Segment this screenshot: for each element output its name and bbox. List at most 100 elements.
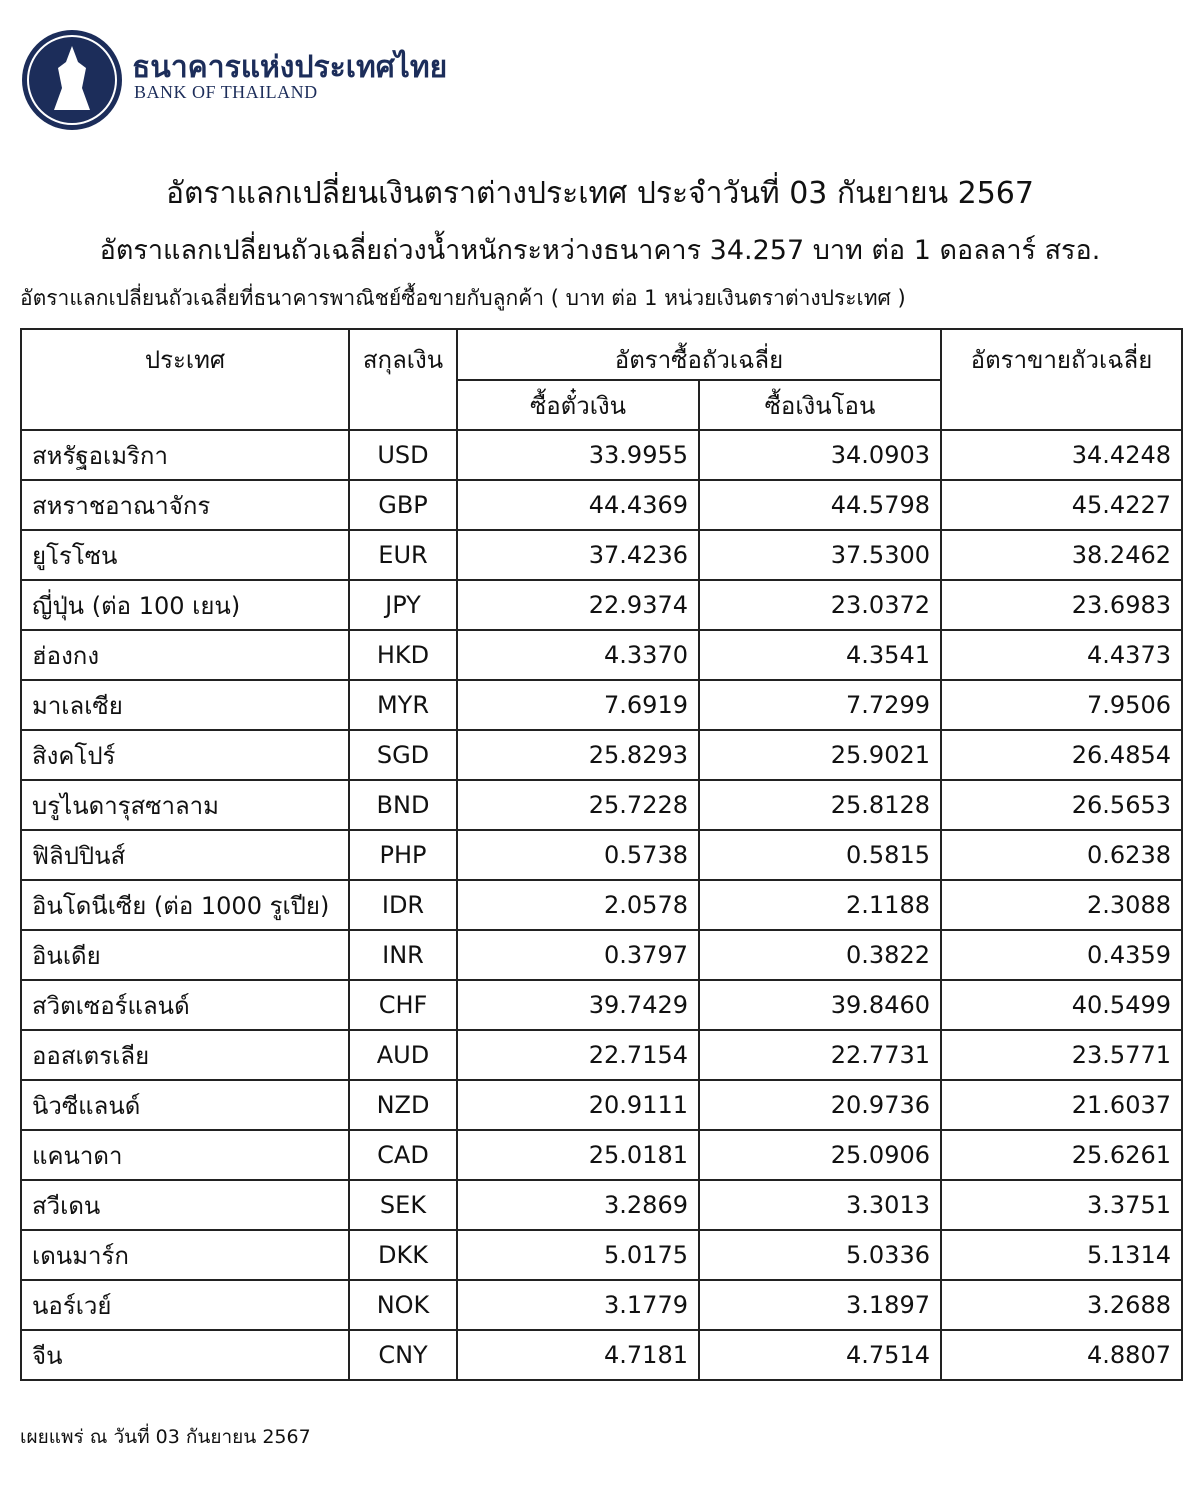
rate-cell: 5.1314 [940, 1229, 1183, 1281]
table-row: สหรัฐอเมริกา USD 33.9955 34.0903 34.4248 [20, 429, 1183, 481]
table-row: ฮ่องกง HKD 4.3370 4.3541 4.4373 [20, 629, 1183, 681]
table-row: แคนาดา CAD 25.0181 25.0906 25.6261 [20, 1129, 1183, 1181]
table-row: อินโดนีเซีย (ต่อ 1000 รูเปีย) IDR 2.0578 2.… [20, 879, 1183, 931]
header-cell: สกุลเงิน [348, 328, 458, 431]
rate-cell: 7.6919 [456, 679, 700, 731]
rate-cell: 2.0578 [456, 879, 700, 931]
rate-cell: 22.7154 [456, 1029, 700, 1081]
table-row: ออสเตรเลีย AUD 22.7154 22.7731 23.5771 [20, 1029, 1183, 1081]
org-name-th: ธนาคารแห่งประเทศไทย [132, 50, 448, 85]
rate-cell: 0.3797 [456, 929, 700, 981]
table-row: มาเลเซีย MYR 7.6919 7.7299 7.9506 [20, 679, 1183, 731]
currency-cell: SGD [348, 729, 458, 781]
rate-cell: 22.7731 [698, 1029, 942, 1081]
table-row: สิงคโปร์ SGD 25.8293 25.9021 26.4854 [20, 729, 1183, 781]
header-cell: ซื้อตั๋วเงิน [456, 379, 700, 431]
table-row: จีน CNY 4.7181 4.7514 4.8807 [20, 1329, 1183, 1381]
rate-cell: 3.2688 [940, 1279, 1183, 1331]
rates-table: ประเทศ สกุลเงิน อัตราซื้อถัวเฉลี่ย อัตรา… [20, 328, 1183, 1381]
rate-cell: 33.9955 [456, 429, 700, 481]
rate-cell: 25.8293 [456, 729, 700, 781]
rate-cell: 44.5798 [698, 479, 942, 531]
rate-cell: 26.4854 [940, 729, 1183, 781]
country-cell: สิงคโปร์ [20, 729, 350, 781]
currency-cell: MYR [348, 679, 458, 731]
rate-cell: 40.5499 [940, 979, 1183, 1031]
rate-cell: 25.8128 [698, 779, 942, 831]
rate-cell: 20.9111 [456, 1079, 700, 1131]
table-row: นิวซีแลนด์ NZD 20.9111 20.9736 21.6037 [20, 1079, 1183, 1131]
table-row: สวิตเซอร์แลนด์ CHF 39.7429 39.8460 40.5499 [20, 979, 1183, 1031]
rate-cell: 4.8807 [940, 1329, 1183, 1381]
country-cell: สวิตเซอร์แลนด์ [20, 979, 350, 1031]
rate-cell: 21.6037 [940, 1079, 1183, 1131]
rate-cell: 25.6261 [940, 1129, 1183, 1181]
currency-cell: SEK [348, 1179, 458, 1231]
table-row: สวีเดน SEK 3.2869 3.3013 3.3751 [20, 1179, 1183, 1231]
currency-cell: JPY [348, 579, 458, 631]
rate-cell: 0.4359 [940, 929, 1183, 981]
country-cell: ยูโรโซน [20, 529, 350, 581]
note: อัตราแลกเปลี่ยนถัวเฉลี่ยที่ธนาคารพาณิชย์… [20, 286, 906, 310]
rate-cell: 25.9021 [698, 729, 942, 781]
rate-cell: 38.2462 [940, 529, 1183, 581]
rate-cell: 5.0336 [698, 1229, 942, 1281]
currency-cell: IDR [348, 879, 458, 931]
rate-cell: 7.7299 [698, 679, 942, 731]
currency-cell: DKK [348, 1229, 458, 1281]
rate-cell: 39.7429 [456, 979, 700, 1031]
currency-cell: CHF [348, 979, 458, 1031]
rate-cell: 0.6238 [940, 829, 1183, 881]
rate-cell: 25.0181 [456, 1129, 700, 1181]
rate-cell: 25.0906 [698, 1129, 942, 1181]
rate-cell: 3.3013 [698, 1179, 942, 1231]
header-cell: ซื้อเงินโอน [698, 379, 942, 431]
org-name-en: BANK OF THAILAND [134, 82, 318, 102]
table-row: อินเดีย INR 0.3797 0.3822 0.4359 [20, 929, 1183, 981]
rate-cell: 4.3541 [698, 629, 942, 681]
rate-cell: 5.0175 [456, 1229, 700, 1281]
rate-cell: 3.1779 [456, 1279, 700, 1331]
table-row: สหราชอาณาจักร GBP 44.4369 44.5798 45.4227 [20, 479, 1183, 531]
rate-cell: 0.5738 [456, 829, 700, 881]
country-cell: เดนมาร์ก [20, 1229, 350, 1281]
table-row: เดนมาร์ก DKK 5.0175 5.0336 5.1314 [20, 1229, 1183, 1281]
country-cell: อินโดนีเซีย (ต่อ 1000 รูเปีย) [20, 879, 350, 931]
rate-cell: 2.1188 [698, 879, 942, 931]
rate-cell: 3.2869 [456, 1179, 700, 1231]
currency-cell: USD [348, 429, 458, 481]
rate-cell: 0.3822 [698, 929, 942, 981]
currency-cell: AUD [348, 1029, 458, 1081]
rate-cell: 34.4248 [940, 429, 1183, 481]
country-cell: นอร์เวย์ [20, 1279, 350, 1331]
header-cell: อัตราขายถัวเฉลี่ย [940, 328, 1183, 431]
currency-cell: HKD [348, 629, 458, 681]
rate-cell: 26.5653 [940, 779, 1183, 831]
rate-cell: 23.6983 [940, 579, 1183, 631]
table-row: ยูโรโซน EUR 37.4236 37.5300 38.2462 [20, 529, 1183, 581]
country-cell: มาเลเซีย [20, 679, 350, 731]
rate-cell: 37.4236 [456, 529, 700, 581]
header-cell: ประเทศ [20, 328, 350, 431]
country-cell: สหรัฐอเมริกา [20, 429, 350, 481]
title: อัตราแลกเปลี่ยนเงินตราต่างประเทศ ประจำวั… [166, 176, 1034, 211]
currency-cell: GBP [348, 479, 458, 531]
rate-cell: 25.7228 [456, 779, 700, 831]
footer: เผยแพร่ ณ วันที่ 03 กันยายน 2567 [20, 1426, 311, 1448]
rate-cell: 4.4373 [940, 629, 1183, 681]
currency-cell: BND [348, 779, 458, 831]
country-cell: ญี่ปุ่น (ต่อ 100 เยน) [20, 579, 350, 631]
rate-cell: 3.3751 [940, 1179, 1183, 1231]
country-cell: นิวซีแลนด์ [20, 1079, 350, 1131]
rate-cell: 22.9374 [456, 579, 700, 631]
header-cell: อัตราซื้อถัวเฉลี่ย [456, 328, 942, 381]
country-cell: ออสเตรเลีย [20, 1029, 350, 1081]
country-cell: สวีเดน [20, 1179, 350, 1231]
rate-cell: 3.1897 [698, 1279, 942, 1331]
rate-cell: 4.3370 [456, 629, 700, 681]
currency-cell: INR [348, 929, 458, 981]
country-cell: ฮ่องกง [20, 629, 350, 681]
rate-cell: 45.4227 [940, 479, 1183, 531]
currency-cell: CAD [348, 1129, 458, 1181]
